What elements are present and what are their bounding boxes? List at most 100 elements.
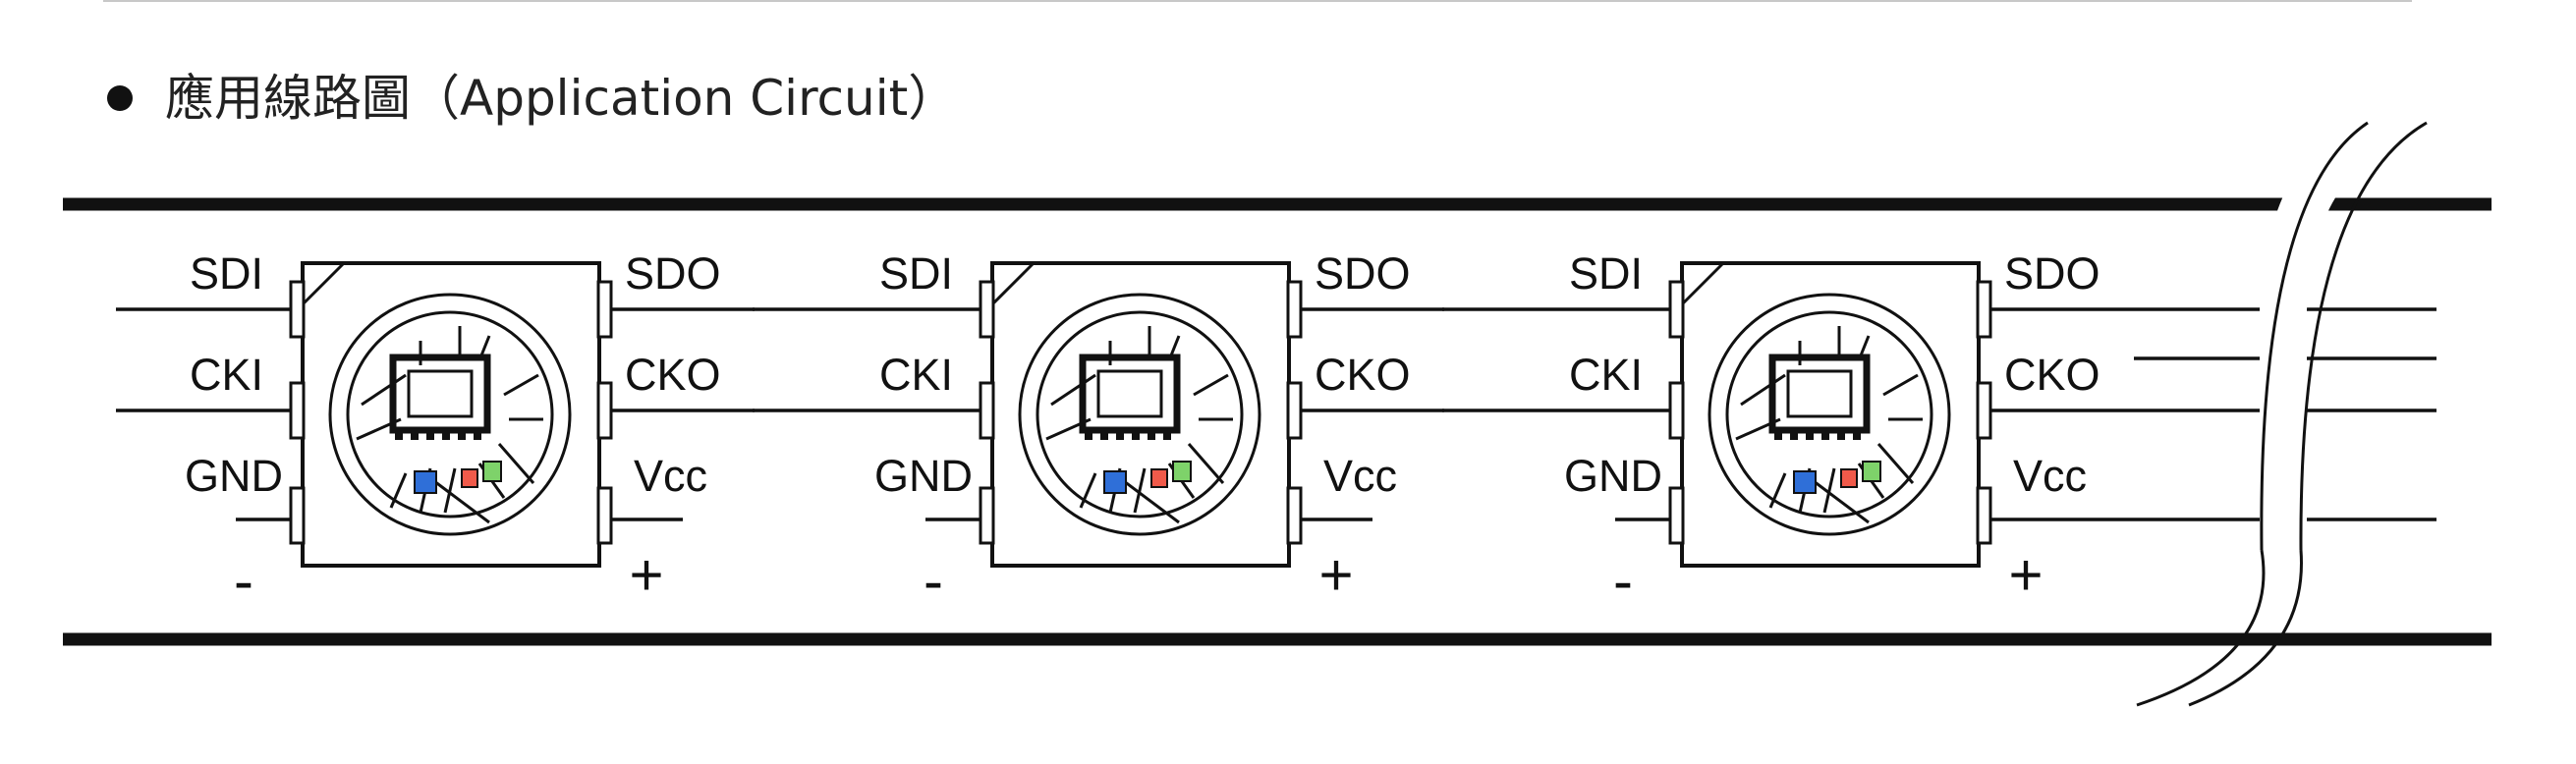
cki-label: CKI — [190, 350, 263, 400]
lead-frame-line — [361, 373, 407, 407]
lead-frame-line — [443, 467, 457, 514]
lead-frame-line — [1119, 476, 1180, 524]
right-pin-tab — [596, 280, 613, 339]
left-pin-tab — [289, 486, 306, 545]
lead-frame-line — [1187, 443, 1225, 484]
pin1-bevel — [301, 261, 346, 306]
lead-frame-line — [1822, 467, 1836, 514]
lead-frame-line — [497, 443, 535, 484]
left-pin-tab — [289, 381, 306, 440]
lens-inner-ring — [1036, 310, 1244, 518]
ic-die-inner — [1786, 369, 1853, 418]
left-pin-tab — [979, 280, 995, 339]
heading-text: 應用線路圖（Application Circuit） — [165, 70, 957, 127]
lead-frame-line — [1079, 472, 1097, 509]
blue-led-chip — [1103, 470, 1127, 494]
red-led-chip — [1150, 468, 1168, 488]
right-pin-tab — [1976, 381, 1992, 440]
gnd-label: GND — [874, 451, 973, 501]
gnd-label: GND — [185, 451, 283, 501]
lead-frame-line — [389, 472, 408, 509]
cko-label: CKO — [2004, 350, 2100, 400]
green-led-chip — [1172, 461, 1192, 482]
right-pin-tab — [1286, 381, 1303, 440]
ws2801-led-module: SDI CKI GND SDO CKO Vcc - + — [1442, 248, 2134, 614]
vcc-label: Vcc — [2013, 451, 2087, 501]
lead-frame-line — [503, 373, 539, 397]
ic-bond-pad — [442, 428, 450, 440]
ic-bond-pad — [426, 428, 434, 440]
power-plus-label: + — [1318, 542, 1353, 608]
sdo-label: SDO — [625, 248, 721, 299]
ws2801-led-module: SDI CKI GND SDO CKO Vcc - + — [116, 248, 755, 614]
left-pin-tab — [1668, 381, 1685, 440]
ic-bond-pad — [1132, 428, 1140, 440]
right-pin-tab — [1286, 486, 1303, 545]
lens-outer-ring — [1018, 293, 1261, 536]
sdi-label: SDI — [879, 248, 953, 299]
right-pin-tab — [596, 381, 613, 440]
ground-minus-label: - — [1613, 548, 1633, 614]
lead-frame-line — [1133, 467, 1147, 514]
ic-bond-pad — [1163, 428, 1171, 440]
ic-bond-pad — [1790, 428, 1798, 440]
left-pin-tab — [979, 486, 995, 545]
right-pin-tab — [596, 486, 613, 545]
vcc-label: Vcc — [1323, 451, 1397, 501]
lead-frame-line — [1768, 472, 1787, 509]
ic-bond-pad — [411, 428, 419, 440]
red-led-chip — [1840, 468, 1858, 488]
ic-die — [1768, 354, 1871, 434]
right-pin-tab — [1976, 486, 1992, 545]
left-pin-tab — [979, 381, 995, 440]
lead-frame-line — [1740, 373, 1786, 407]
ws2801-led-module: SDI CKI GND SDO CKO Vcc - + — [753, 248, 1444, 614]
ground-minus-label: - — [924, 548, 943, 614]
sdo-label: SDO — [1315, 248, 1411, 299]
right-pin-tab — [1286, 280, 1303, 339]
ic-die — [1079, 354, 1181, 434]
power-plus-label: + — [629, 542, 663, 608]
ic-bond-pad — [1806, 428, 1814, 440]
ic-bond-pad — [1821, 428, 1829, 440]
ic-bond-pad — [1100, 428, 1108, 440]
ic-bond-pad — [1853, 428, 1861, 440]
lens-inner-ring — [346, 310, 554, 518]
sdo-label: SDO — [2004, 248, 2100, 299]
lens-outer-ring — [1708, 293, 1951, 536]
lens-inner-ring — [1725, 310, 1933, 518]
cko-label: CKO — [625, 350, 721, 400]
ic-bond-pad — [458, 428, 466, 440]
pin1-bevel — [990, 261, 1036, 306]
blue-led-chip — [414, 470, 437, 494]
ic-bond-pad — [1837, 428, 1845, 440]
green-led-chip — [482, 461, 502, 482]
cko-label: CKO — [1315, 350, 1411, 400]
sdi-label: SDI — [1569, 248, 1643, 299]
cki-label: CKI — [879, 350, 953, 400]
ic-bond-pad — [1774, 428, 1782, 440]
lead-frame-line — [1809, 476, 1870, 524]
power-plus-label: + — [2008, 542, 2043, 608]
ic-bond-pad — [1116, 428, 1124, 440]
gnd-label: GND — [1564, 451, 1662, 501]
heading-bullet — [107, 85, 133, 111]
ic-bond-pad — [1085, 428, 1092, 440]
lead-frame-line — [1876, 443, 1915, 484]
ic-bond-pad — [395, 428, 403, 440]
vcc-label: Vcc — [634, 451, 707, 501]
left-pin-tab — [289, 280, 306, 339]
pin1-bevel — [1680, 261, 1725, 306]
ic-bond-pad — [474, 428, 481, 440]
right-pin-tab — [1976, 280, 1992, 339]
green-led-chip — [1862, 461, 1881, 482]
sdi-label: SDI — [190, 248, 263, 299]
ic-die — [389, 354, 491, 434]
ic-bond-pad — [1148, 428, 1155, 440]
lens-outer-ring — [328, 293, 572, 536]
lead-frame-line — [1193, 373, 1229, 397]
ic-die-inner — [1096, 369, 1163, 418]
cki-label: CKI — [1569, 350, 1643, 400]
left-pin-tab — [1668, 486, 1685, 545]
